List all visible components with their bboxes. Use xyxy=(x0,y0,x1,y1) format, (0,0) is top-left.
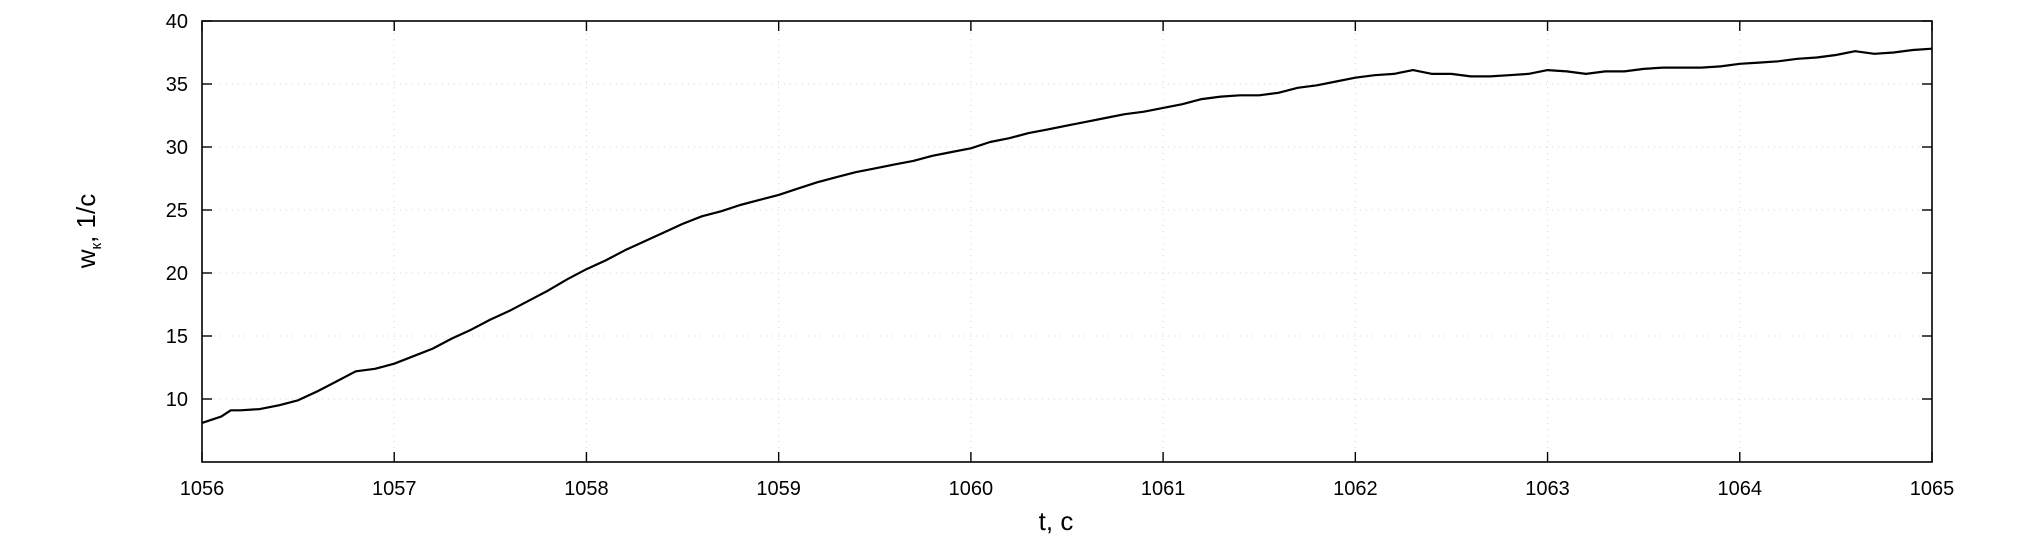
x-tick-label: 1061 xyxy=(1141,478,1186,500)
y-tick-label: 35 xyxy=(166,74,188,96)
x-tick-label: 1065 xyxy=(1910,478,1955,500)
y-axis-label-main: w xyxy=(71,249,101,269)
x-tick-label: 1058 xyxy=(564,478,609,500)
y-tick-label: 20 xyxy=(166,263,188,285)
x-tick-label: 1062 xyxy=(1333,478,1378,500)
y-axis-ticks: 10 15 20 25 30 35 40 xyxy=(166,11,1932,411)
grid-lines xyxy=(202,21,1932,462)
y-axis-label-suffix: , 1/c xyxy=(71,194,101,243)
x-axis-label: t, c xyxy=(1039,506,1074,536)
x-tick-label: 1057 xyxy=(372,478,417,500)
x-tick-label: 1060 xyxy=(949,478,994,500)
x-tick-label: 1056 xyxy=(180,478,225,500)
y-tick-label: 15 xyxy=(166,326,188,348)
y-tick-label: 40 xyxy=(166,11,188,33)
x-tick-label: 1063 xyxy=(1525,478,1570,500)
x-axis-ticks: 1056 1057 1058 1059 1060 1061 1062 1063 1064 1065 xyxy=(180,21,1955,500)
y-tick-label: 10 xyxy=(166,389,188,411)
series-layer xyxy=(201,47,1933,424)
x-tick-label: 1064 xyxy=(1718,478,1763,500)
y-axis-label: wк, 1/c xyxy=(71,194,105,269)
plot-frame xyxy=(201,20,1933,463)
y-tick-label: 30 xyxy=(166,137,188,159)
y-tick-label: 25 xyxy=(166,200,188,222)
y-axis-label-subscript: к xyxy=(88,242,105,249)
x-tick-label: 1059 xyxy=(756,478,801,500)
series-line xyxy=(201,47,1933,424)
